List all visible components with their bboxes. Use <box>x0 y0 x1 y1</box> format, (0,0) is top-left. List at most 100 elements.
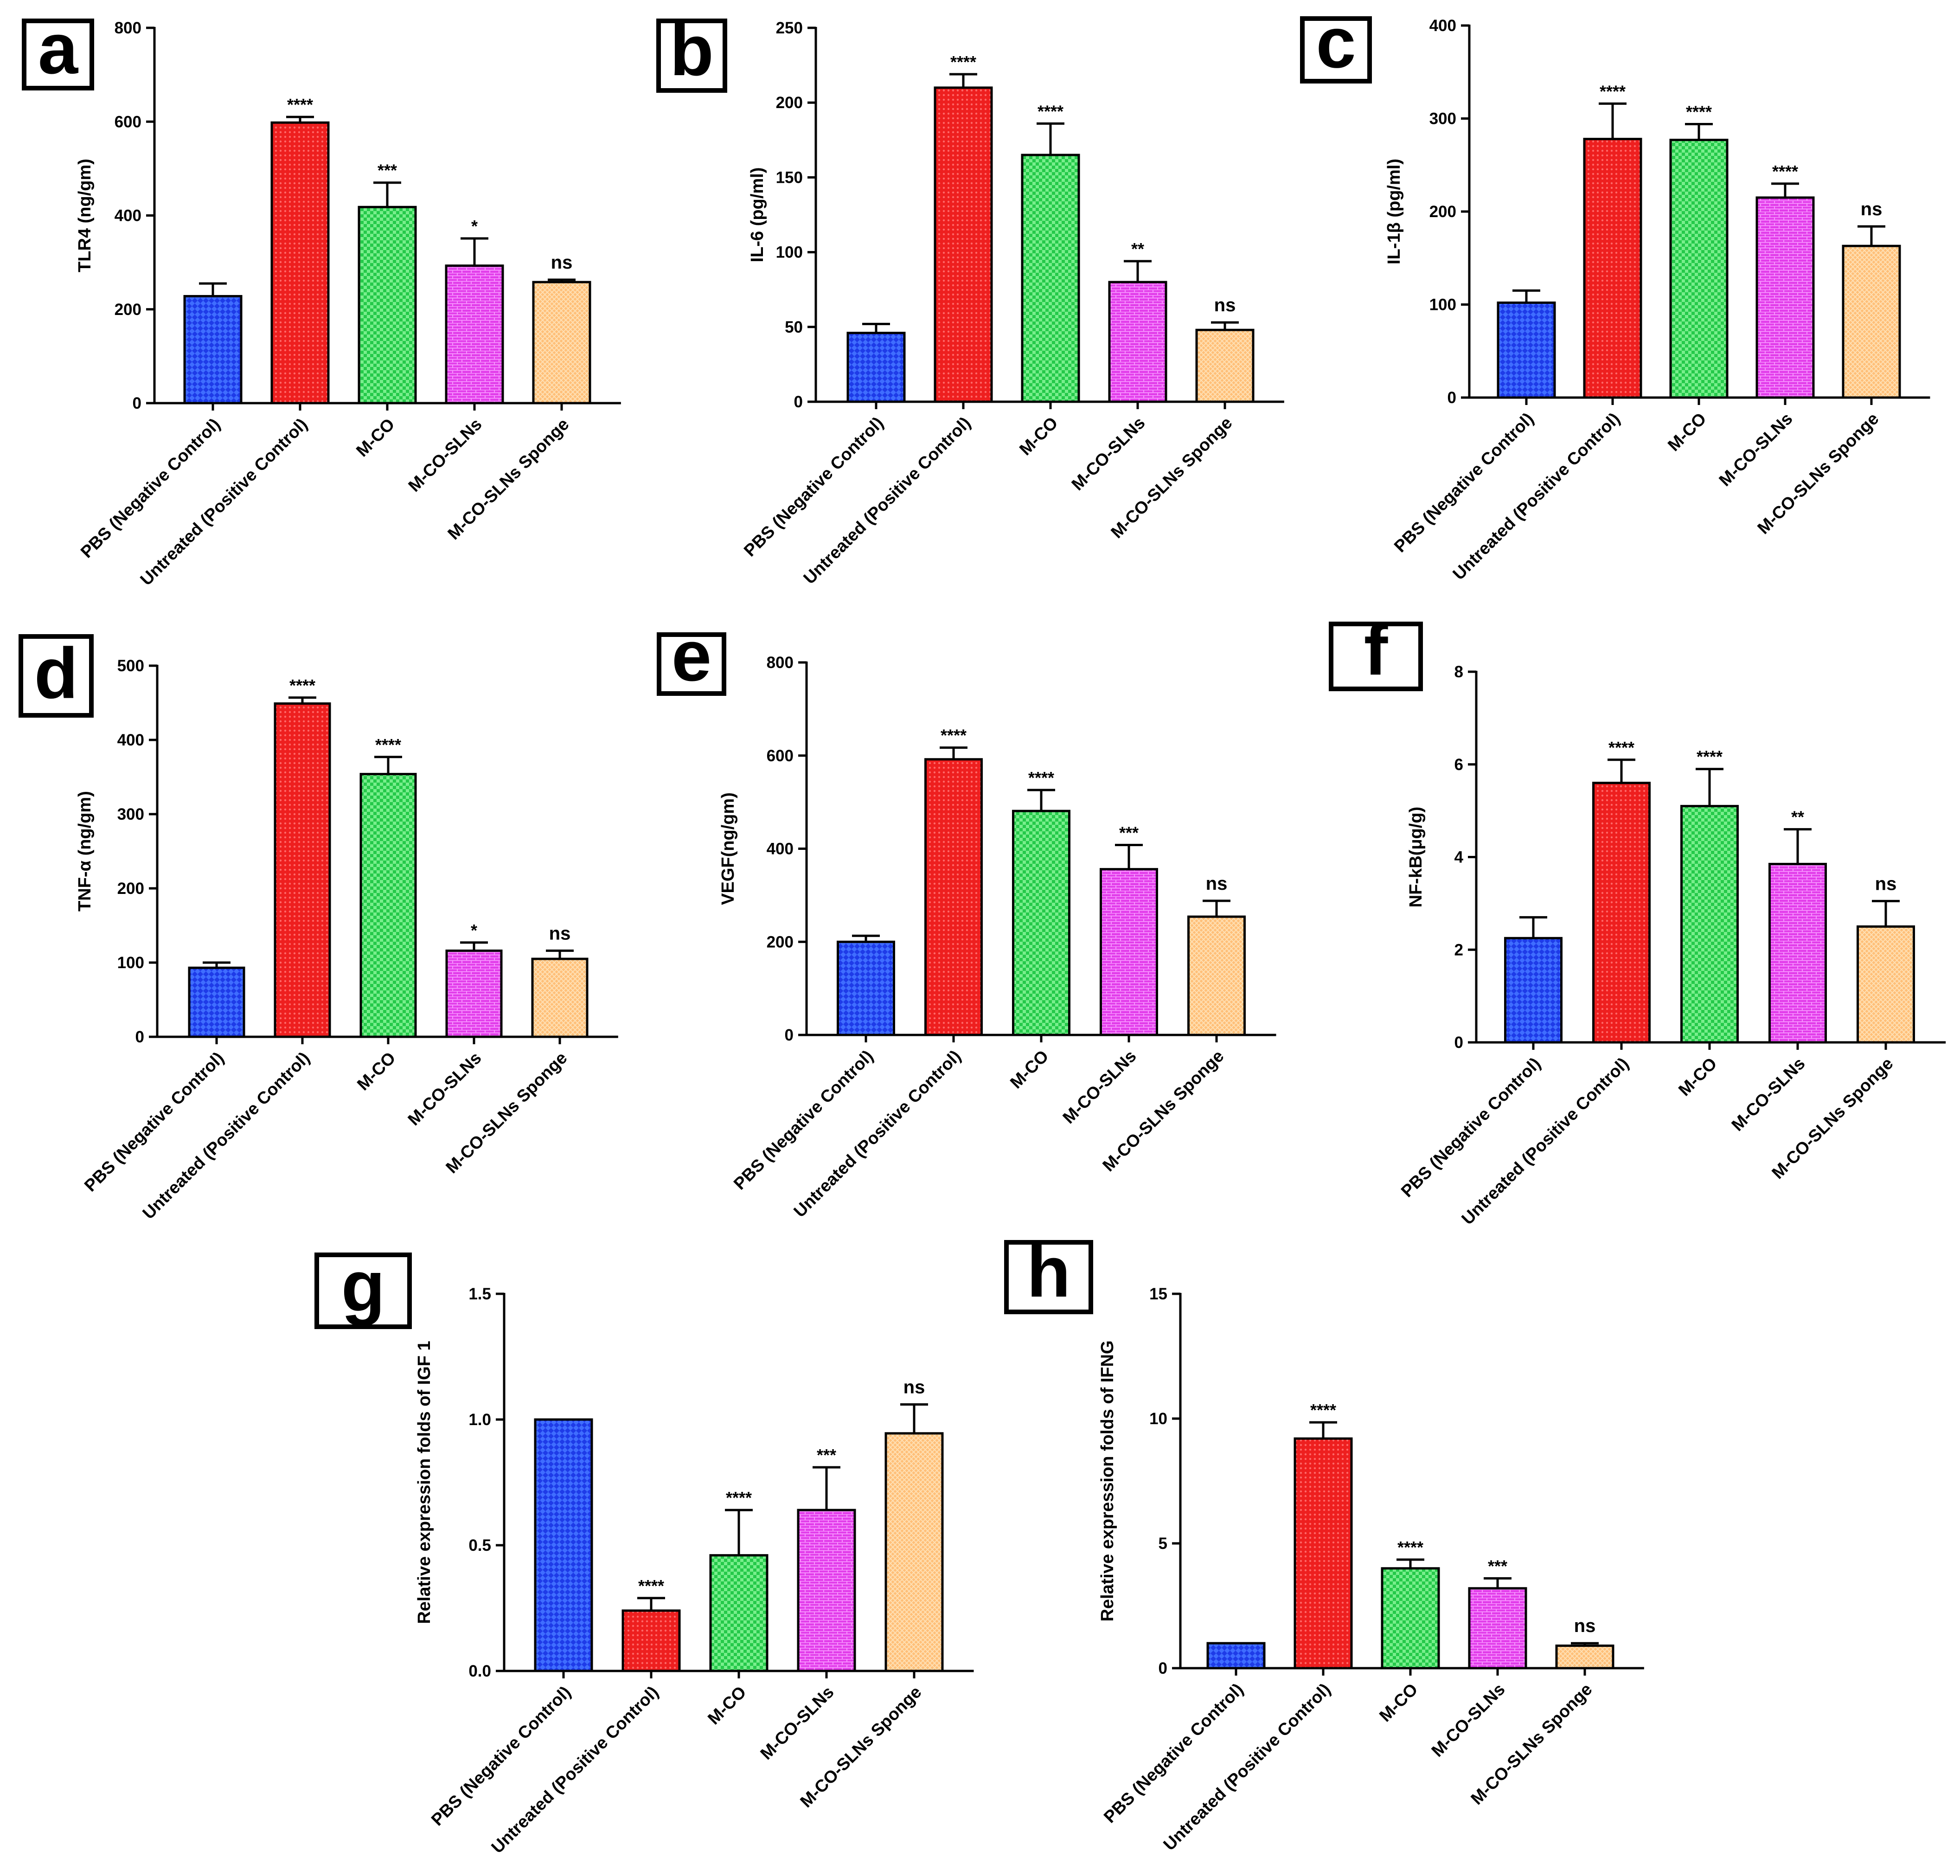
panel-c: c IL-1β (pg/ml) 0 100 200 300 400 PBS (Negative… <box>1300 2 1930 584</box>
y-tick-label: 600 <box>767 747 794 765</box>
bar-m-co <box>1021 154 1080 403</box>
significance-label: ns <box>1875 874 1897 894</box>
bar-m-co-slns <box>1108 281 1167 403</box>
bar-m-co-slns <box>445 264 504 405</box>
y-tick-label: 8 <box>1454 663 1463 681</box>
bar-pbs-negative-control <box>534 1418 593 1672</box>
bar-m-co-slns-sponge <box>1195 328 1255 403</box>
y-tick-label: 250 <box>776 19 803 37</box>
bar-pbs-negative-control <box>1497 301 1556 399</box>
bar-untreated-positive-control <box>934 86 993 403</box>
bar-untreated-positive-control <box>274 702 331 1038</box>
significance-label: ** <box>1791 808 1804 827</box>
bar-m-co <box>1381 1567 1440 1670</box>
bar-pbs-negative-control <box>846 332 906 403</box>
category-label: M-CO-SLNs <box>404 1048 485 1129</box>
category-label: Untreated (Positive Control) <box>1159 1680 1334 1854</box>
significance-label: **** <box>1038 102 1063 121</box>
panel-label-box <box>656 19 727 93</box>
bar-m-co <box>358 206 417 405</box>
significance-label: **** <box>375 735 401 754</box>
panel-label-box <box>314 1253 412 1329</box>
y-tick-label: 4 <box>1454 848 1464 867</box>
panel-e: e VEGF(ng/gm) 0 200 400 600 800 PBS (Negative C… <box>657 616 1276 1221</box>
category-label: M-CO-SLNs <box>1715 409 1796 490</box>
y-tick-label: 5 <box>1159 1535 1167 1553</box>
panel-f: f NF-kB(μg/g) 0 2 4 6 8 PBS (Negative Control) *… <box>1329 610 1946 1228</box>
bar-m-co-slns-sponge <box>1857 925 1915 1044</box>
panel-h: h Relative expression folds of IFNG 0 5 10 15… <box>1004 1232 1644 1854</box>
significance-label: *** <box>378 161 397 180</box>
significance-label: ns <box>903 1377 925 1397</box>
bar-m-co-slns <box>797 1509 856 1672</box>
category-label: M-CO <box>1006 1047 1052 1092</box>
significance-label: **** <box>1772 162 1798 181</box>
significance-label: **** <box>1600 82 1626 101</box>
y-tick-label: 100 <box>776 244 803 262</box>
bar-m-co-slns <box>1755 196 1815 399</box>
panel-label: a <box>38 8 79 89</box>
y-tick-label: 1.0 <box>468 1411 491 1429</box>
bar-m-co-slns-sponge <box>1187 915 1246 1036</box>
category-label: M-CO-SLNs <box>756 1683 837 1763</box>
category-label: M-CO <box>353 1048 399 1094</box>
y-tick-label: 800 <box>115 19 141 37</box>
y-tick-label: 0 <box>1454 1034 1463 1052</box>
category-label: PBS (Negative Control) <box>77 415 224 562</box>
category-label: PBS (Negative Control) <box>428 1683 575 1830</box>
category-label: M-CO <box>704 1683 750 1728</box>
significance-label: * <box>471 921 477 940</box>
significance-label: *** <box>1488 1556 1507 1575</box>
bar-m-co-slns-sponge <box>1842 244 1901 399</box>
y-tick-label: 200 <box>776 94 803 112</box>
y-tick-label: 200 <box>767 933 794 951</box>
y-axis-title: Relative expression folds of IFNG <box>1098 1340 1117 1621</box>
panel-label: h <box>1027 1232 1071 1312</box>
bar-untreated-positive-control <box>924 758 983 1036</box>
panel-label-box <box>19 634 94 718</box>
bar-untreated-positive-control <box>621 1609 681 1672</box>
y-tick-label: 0 <box>135 1028 144 1046</box>
category-label: M-CO <box>1016 413 1062 459</box>
significance-label: ns <box>551 252 573 273</box>
y-tick-label: 500 <box>117 657 144 675</box>
category-label: PBS (Negative Control) <box>1390 409 1537 556</box>
bar-m-co <box>709 1554 769 1672</box>
bar-m-co <box>1669 139 1729 399</box>
y-tick-label: 400 <box>117 731 144 749</box>
category-label: Untreated (Positive Control) <box>800 413 974 588</box>
bar-untreated-positive-control <box>1583 138 1642 399</box>
y-axis-title: VEGF(ng/gm) <box>718 792 738 905</box>
category-label: Untreated (Positive Control) <box>1449 409 1623 584</box>
significance-label: ns <box>549 923 571 944</box>
y-axis-title: IL-6 (pg/ml) <box>748 167 767 263</box>
significance-label: ns <box>1206 874 1228 894</box>
bar-m-co <box>359 773 417 1038</box>
panel-label-box <box>22 19 94 90</box>
panel-b: b IL-6 (pg/ml) 0 50 100 150 200 250 PBS (Negativ… <box>656 10 1284 588</box>
bar-m-co-slns-sponge <box>531 957 589 1038</box>
category-label: M-CO <box>1675 1054 1721 1100</box>
bar-m-co-slns <box>445 949 503 1038</box>
significance-label: **** <box>1397 1538 1423 1557</box>
bar-m-co-slns <box>1468 1587 1527 1670</box>
bar-m-co-slns <box>1768 862 1827 1044</box>
bar-pbs-negative-control <box>1504 937 1563 1044</box>
category-label: Untreated (Positive Control) <box>139 1048 313 1223</box>
significance-label: **** <box>1310 1401 1336 1420</box>
y-tick-label: 0 <box>794 393 803 411</box>
significance-label: **** <box>289 676 315 695</box>
category-label: M-CO <box>352 415 398 461</box>
panel-g: g Relative expression folds of IGF 1 0.0 0.… <box>314 1246 974 1857</box>
y-tick-label: 600 <box>115 113 141 131</box>
panel-label: d <box>34 633 78 713</box>
significance-label: ** <box>1131 239 1144 258</box>
significance-label: **** <box>941 726 967 745</box>
category-label: PBS (Negative Control) <box>1397 1054 1544 1201</box>
y-tick-label: 2 <box>1454 941 1463 959</box>
bar-untreated-positive-control <box>1294 1437 1353 1670</box>
y-tick-label: 400 <box>767 840 794 858</box>
bar-pbs-negative-control <box>188 966 245 1038</box>
significance-label: **** <box>1686 103 1712 122</box>
